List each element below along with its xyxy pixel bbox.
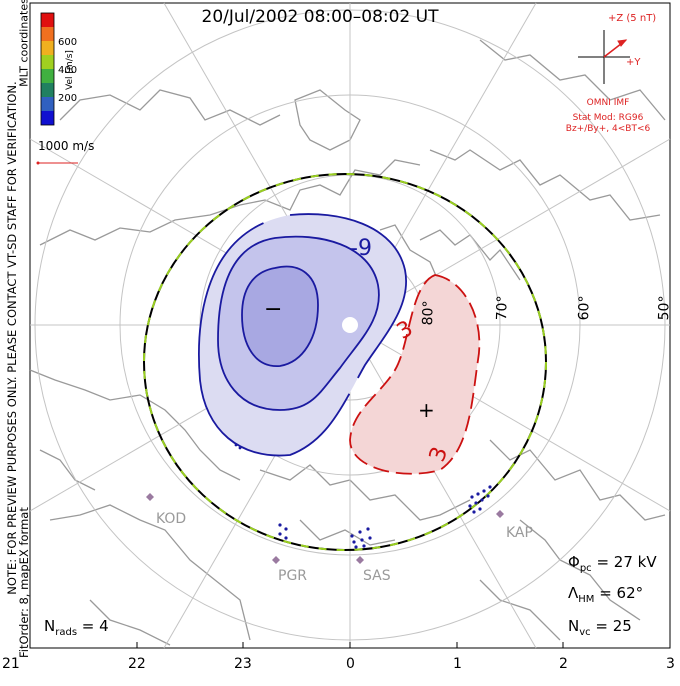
phi-symbol: Φ	[568, 553, 580, 571]
hm-latitude: ΛHM = 62°	[568, 584, 643, 605]
lambda-value: = 62°	[594, 584, 644, 602]
imf-y-label: +Y	[626, 57, 641, 68]
mlt-label-1: 1	[453, 656, 462, 672]
mlt-axis-ticks	[29, 642, 671, 648]
hm-boundary	[143, 173, 547, 551]
latitude-label-50: 50°	[655, 295, 673, 321]
mlt-label-23: 23	[234, 656, 252, 672]
mlt-label-22: 22	[128, 656, 146, 672]
nrads-subscript: rads	[55, 627, 78, 638]
phi-value: = 27 kV	[591, 553, 657, 571]
mlt-label-21: 21	[2, 656, 20, 672]
potential-maximum-mark: +	[418, 398, 435, 422]
phi-subscript: pc	[579, 563, 592, 574]
nvc-subscript: vc	[579, 627, 591, 638]
radar-site-markers	[146, 493, 504, 564]
positive-cell	[349, 274, 481, 475]
imf-z-label: +Z (5 nT)	[608, 13, 657, 24]
colorbar-tick-400: 400	[58, 65, 78, 76]
radar-site-kap: KAP	[506, 525, 533, 541]
contour-label-neg: -9	[350, 236, 372, 261]
cross-polar-potential: Φpc = 27 kV	[568, 553, 657, 574]
coordinate-system-label: MLT coordinates	[17, 0, 31, 87]
nrads-value: = 4	[77, 617, 109, 635]
latitude-label-70: 70°	[493, 295, 511, 321]
mlt-label-2: 2	[559, 656, 568, 672]
scale-vector	[36, 161, 78, 165]
colorbar-tick-200: 200	[58, 93, 78, 104]
potential-minimum-mark: −	[264, 297, 283, 322]
stat-model: Stat Mod: RG96	[572, 113, 644, 123]
nrads-symbol: N	[44, 617, 56, 635]
fit-order-note: FitOrder: 8, mapEX format	[17, 507, 31, 658]
nvc-value: = 25	[590, 617, 632, 635]
mlt-label-0: 0	[346, 656, 355, 672]
latitude-label-80: 80°	[419, 300, 437, 326]
map-title: 20/Jul/2002 08:00–08:02 UT	[201, 7, 439, 27]
imf-source: OMNI IMF	[586, 98, 630, 108]
imf-clock-dial	[578, 30, 630, 84]
radar-site-sas: SAS	[363, 568, 391, 584]
latitude-label-60: 60°	[575, 295, 593, 321]
velocity-colorbar	[40, 12, 55, 126]
velocity-data-points	[234, 443, 492, 549]
radar-count: Nrads = 4	[44, 617, 109, 638]
radar-site-pgr: PGR	[278, 568, 308, 584]
lambda-subscript: HM	[578, 594, 595, 605]
lambda-symbol: Λ	[568, 584, 579, 602]
vector-count: Nvc = 25	[568, 617, 632, 638]
radar-site-kod: KOD	[156, 511, 187, 527]
imf-conditions: Bz+/By+, 4<BT<6	[565, 124, 651, 134]
negative-cell	[198, 213, 407, 457]
scale-vector-label: 1000 m/s	[38, 139, 95, 153]
mlt-label-3: 3	[666, 656, 675, 672]
magnetic-pole	[342, 317, 358, 333]
colorbar-tick-600: 600	[58, 37, 78, 48]
nvc-symbol: N	[568, 617, 580, 635]
